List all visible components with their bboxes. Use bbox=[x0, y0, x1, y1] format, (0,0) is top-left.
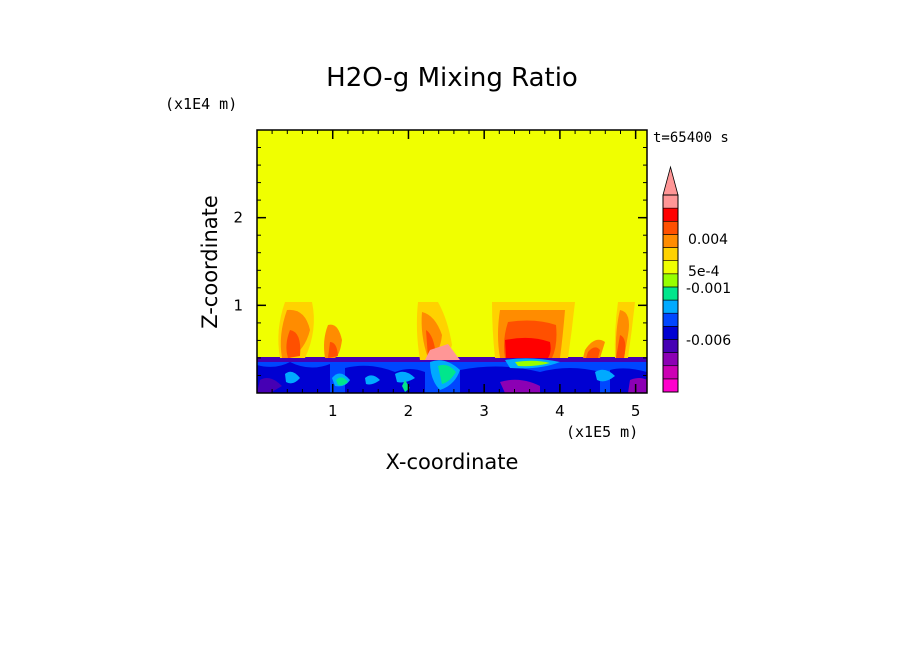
y-tick-label: 2 bbox=[233, 209, 243, 227]
colorbar-swatch bbox=[662, 326, 679, 340]
plume-3-mid bbox=[421, 312, 442, 358]
colorbar-swatch bbox=[662, 234, 679, 248]
plume-5-inner bbox=[586, 347, 600, 358]
y-tick-label: 1 bbox=[233, 296, 243, 314]
colorbar-swatch bbox=[662, 286, 679, 301]
colorbar-swatch bbox=[662, 247, 679, 261]
x-tick-label: 2 bbox=[404, 402, 414, 420]
x-tick-label: 1 bbox=[328, 402, 338, 420]
y-axis: 12 bbox=[233, 209, 647, 314]
layer-green-3 bbox=[438, 364, 456, 384]
colorbar-extend-arrow bbox=[662, 165, 679, 196]
colorbar-label-2: 5e-4 bbox=[688, 264, 720, 280]
colorbar-swatch bbox=[662, 194, 679, 209]
layer-dark-2 bbox=[345, 365, 425, 393]
plume-6-inner bbox=[616, 335, 626, 358]
colorbar-swatch bbox=[662, 312, 679, 327]
layer-green-1 bbox=[336, 377, 348, 386]
x-tick-label: 5 bbox=[631, 402, 641, 420]
layer-cyan-7 bbox=[285, 371, 300, 384]
plume-6 bbox=[614, 302, 635, 358]
x-axis-title: X-coordinate bbox=[386, 450, 519, 474]
colorbar-label-3: -0.001 bbox=[686, 281, 731, 297]
plume-2-outer bbox=[324, 324, 342, 358]
plume-2 bbox=[324, 324, 342, 358]
colorbar-swatch bbox=[662, 378, 679, 393]
layer-purple-1 bbox=[257, 378, 282, 393]
x-axis: 1 2 3 4 5 bbox=[328, 130, 640, 420]
plume-4 bbox=[492, 302, 575, 358]
plume-2-inner bbox=[328, 342, 338, 358]
colorbar-swatch bbox=[662, 352, 679, 367]
y-unit-label: (x1E4 m) bbox=[165, 95, 237, 113]
colorbar-swatch bbox=[662, 207, 679, 222]
colorbar-swatch bbox=[662, 273, 679, 288]
plume-5 bbox=[583, 339, 605, 358]
layer-purple-3 bbox=[628, 378, 647, 393]
plume-3-pink bbox=[425, 344, 460, 360]
colorbar-label-4: -0.006 bbox=[686, 333, 731, 349]
colorbar-frame bbox=[662, 194, 679, 393]
plume-1 bbox=[278, 302, 314, 358]
minor-ticks bbox=[257, 130, 647, 393]
y-axis-title: Z-coordinate bbox=[198, 195, 222, 329]
colorbar-swatch bbox=[662, 220, 679, 235]
chart-title: H2O-g Mixing Ratio bbox=[326, 63, 578, 93]
plot-area bbox=[257, 130, 647, 393]
plot-frame bbox=[256, 129, 648, 394]
boundary-layer bbox=[257, 357, 647, 393]
colorbar-swatch bbox=[662, 299, 679, 314]
layer-cyan-6 bbox=[595, 369, 615, 382]
field-background bbox=[257, 130, 647, 393]
layer-green-4 bbox=[515, 360, 550, 367]
layer-dark-3 bbox=[460, 366, 600, 393]
time-label: t=65400 s bbox=[653, 130, 729, 146]
layer-cyan-2 bbox=[365, 375, 380, 385]
x-tick-label: 3 bbox=[479, 402, 489, 420]
colorbar bbox=[662, 165, 679, 393]
plume-1-inner bbox=[286, 330, 301, 358]
colorbar-swatch bbox=[662, 260, 679, 275]
colorbar-swatch bbox=[662, 339, 679, 353]
x-tick-label: 4 bbox=[555, 402, 565, 420]
colorbar-swatch bbox=[662, 365, 679, 380]
plume-4-core bbox=[505, 337, 551, 358]
colorbar-label-1: 0.004 bbox=[688, 232, 728, 248]
x-unit-label: (x1E5 m) bbox=[566, 423, 638, 441]
plume-3 bbox=[416, 302, 460, 360]
layer-cyan-3 bbox=[395, 371, 415, 383]
